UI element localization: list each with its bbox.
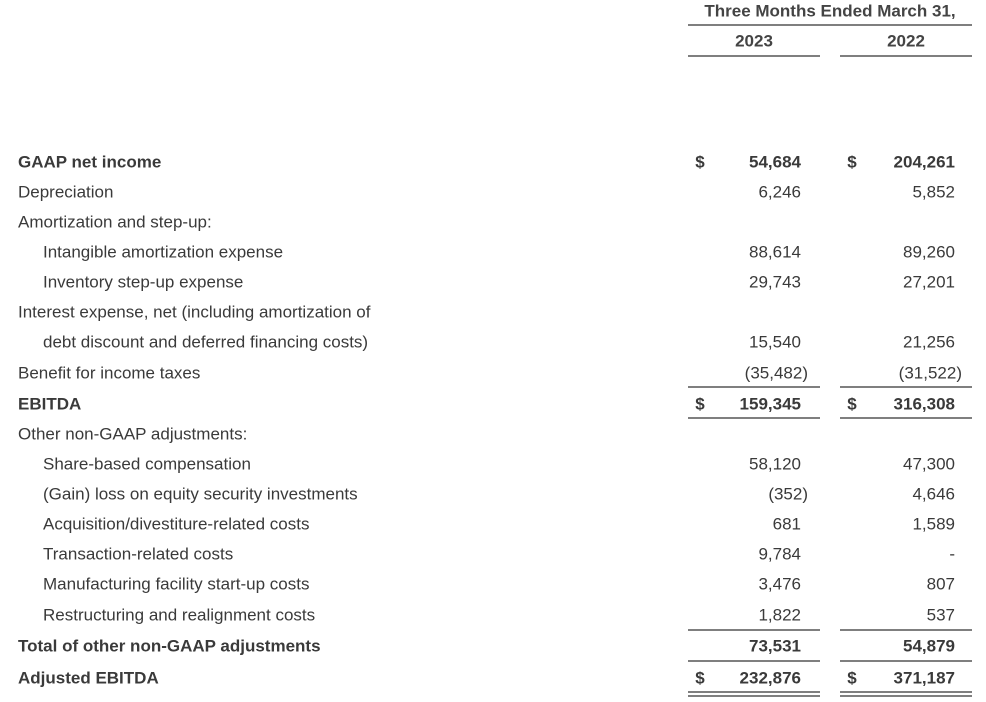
cell-value: (35,482) — [745, 363, 808, 382]
row-label: Adjusted EBITDA — [18, 668, 159, 687]
cell-value: 371,187 — [894, 668, 955, 687]
row-label: debt discount and deferred financing cos… — [43, 332, 368, 351]
cell-value: 807 — [927, 574, 955, 593]
row-label: Total of other non-GAAP adjustments — [18, 636, 321, 655]
row-label: Intangible amortization expense — [43, 242, 283, 261]
currency-symbol: $ — [695, 668, 705, 687]
cell-value: 73,531 — [749, 636, 801, 655]
row-label: Inventory step-up expense — [43, 272, 243, 291]
row-label: Acquisition/divestiture-related costs — [43, 514, 309, 533]
cell-value: (31,522) — [899, 363, 962, 382]
currency-symbol: $ — [847, 394, 857, 413]
cell-value: 54,684 — [749, 152, 802, 171]
cell-value: 29,743 — [749, 272, 801, 291]
cell-value: 5,852 — [912, 182, 955, 201]
cell-value: 159,345 — [740, 394, 801, 413]
cell-value: 27,201 — [903, 272, 955, 291]
column-year: 2022 — [887, 31, 925, 50]
row-label: Benefit for income taxes — [18, 363, 200, 382]
row-label: Other non-GAAP adjustments: — [18, 424, 247, 443]
column-year: 2023 — [735, 31, 773, 50]
row-label: Share-based compensation — [43, 454, 251, 473]
cell-value: 1,589 — [912, 514, 955, 533]
cell-value: 3,476 — [758, 574, 801, 593]
cell-value: 58,120 — [749, 454, 801, 473]
cell-value: 89,260 — [903, 242, 955, 261]
cell-value: 47,300 — [903, 454, 955, 473]
row-label: EBITDA — [18, 394, 81, 413]
cell-value: 6,246 — [758, 182, 801, 201]
header-title: Three Months Ended March 31, — [704, 1, 955, 20]
row-label: (Gain) loss on equity security investmen… — [43, 484, 358, 503]
cell-value: 4,646 — [912, 484, 955, 503]
cell-value: 681 — [773, 514, 801, 533]
cell-value: 232,876 — [740, 668, 801, 687]
row-label: Amortization and step-up: — [18, 212, 212, 231]
cell-value: 54,879 — [903, 636, 955, 655]
cell-value: (352) — [768, 484, 808, 503]
cell-value: 88,614 — [749, 242, 801, 261]
currency-symbol: $ — [695, 394, 705, 413]
cell-value: 537 — [927, 605, 955, 624]
cell-value: 316,308 — [894, 394, 955, 413]
row-label: Transaction-related costs — [43, 544, 233, 563]
cell-value: 204,261 — [894, 152, 955, 171]
cell-value: 1,822 — [758, 605, 801, 624]
cell-value: 15,540 — [749, 332, 801, 351]
cell-value: 21,256 — [903, 332, 955, 351]
row-label: Manufacturing facility start-up costs — [43, 574, 309, 593]
cell-value: - — [949, 544, 955, 563]
currency-symbol: $ — [847, 668, 857, 687]
row-label: Interest expense, net (including amortiz… — [18, 302, 371, 321]
cell-value: 9,784 — [758, 544, 801, 563]
row-label: GAAP net income — [18, 152, 161, 171]
currency-symbol: $ — [847, 152, 857, 171]
row-label: Restructuring and realignment costs — [43, 605, 315, 624]
currency-symbol: $ — [695, 152, 705, 171]
row-label: Depreciation — [18, 182, 113, 201]
